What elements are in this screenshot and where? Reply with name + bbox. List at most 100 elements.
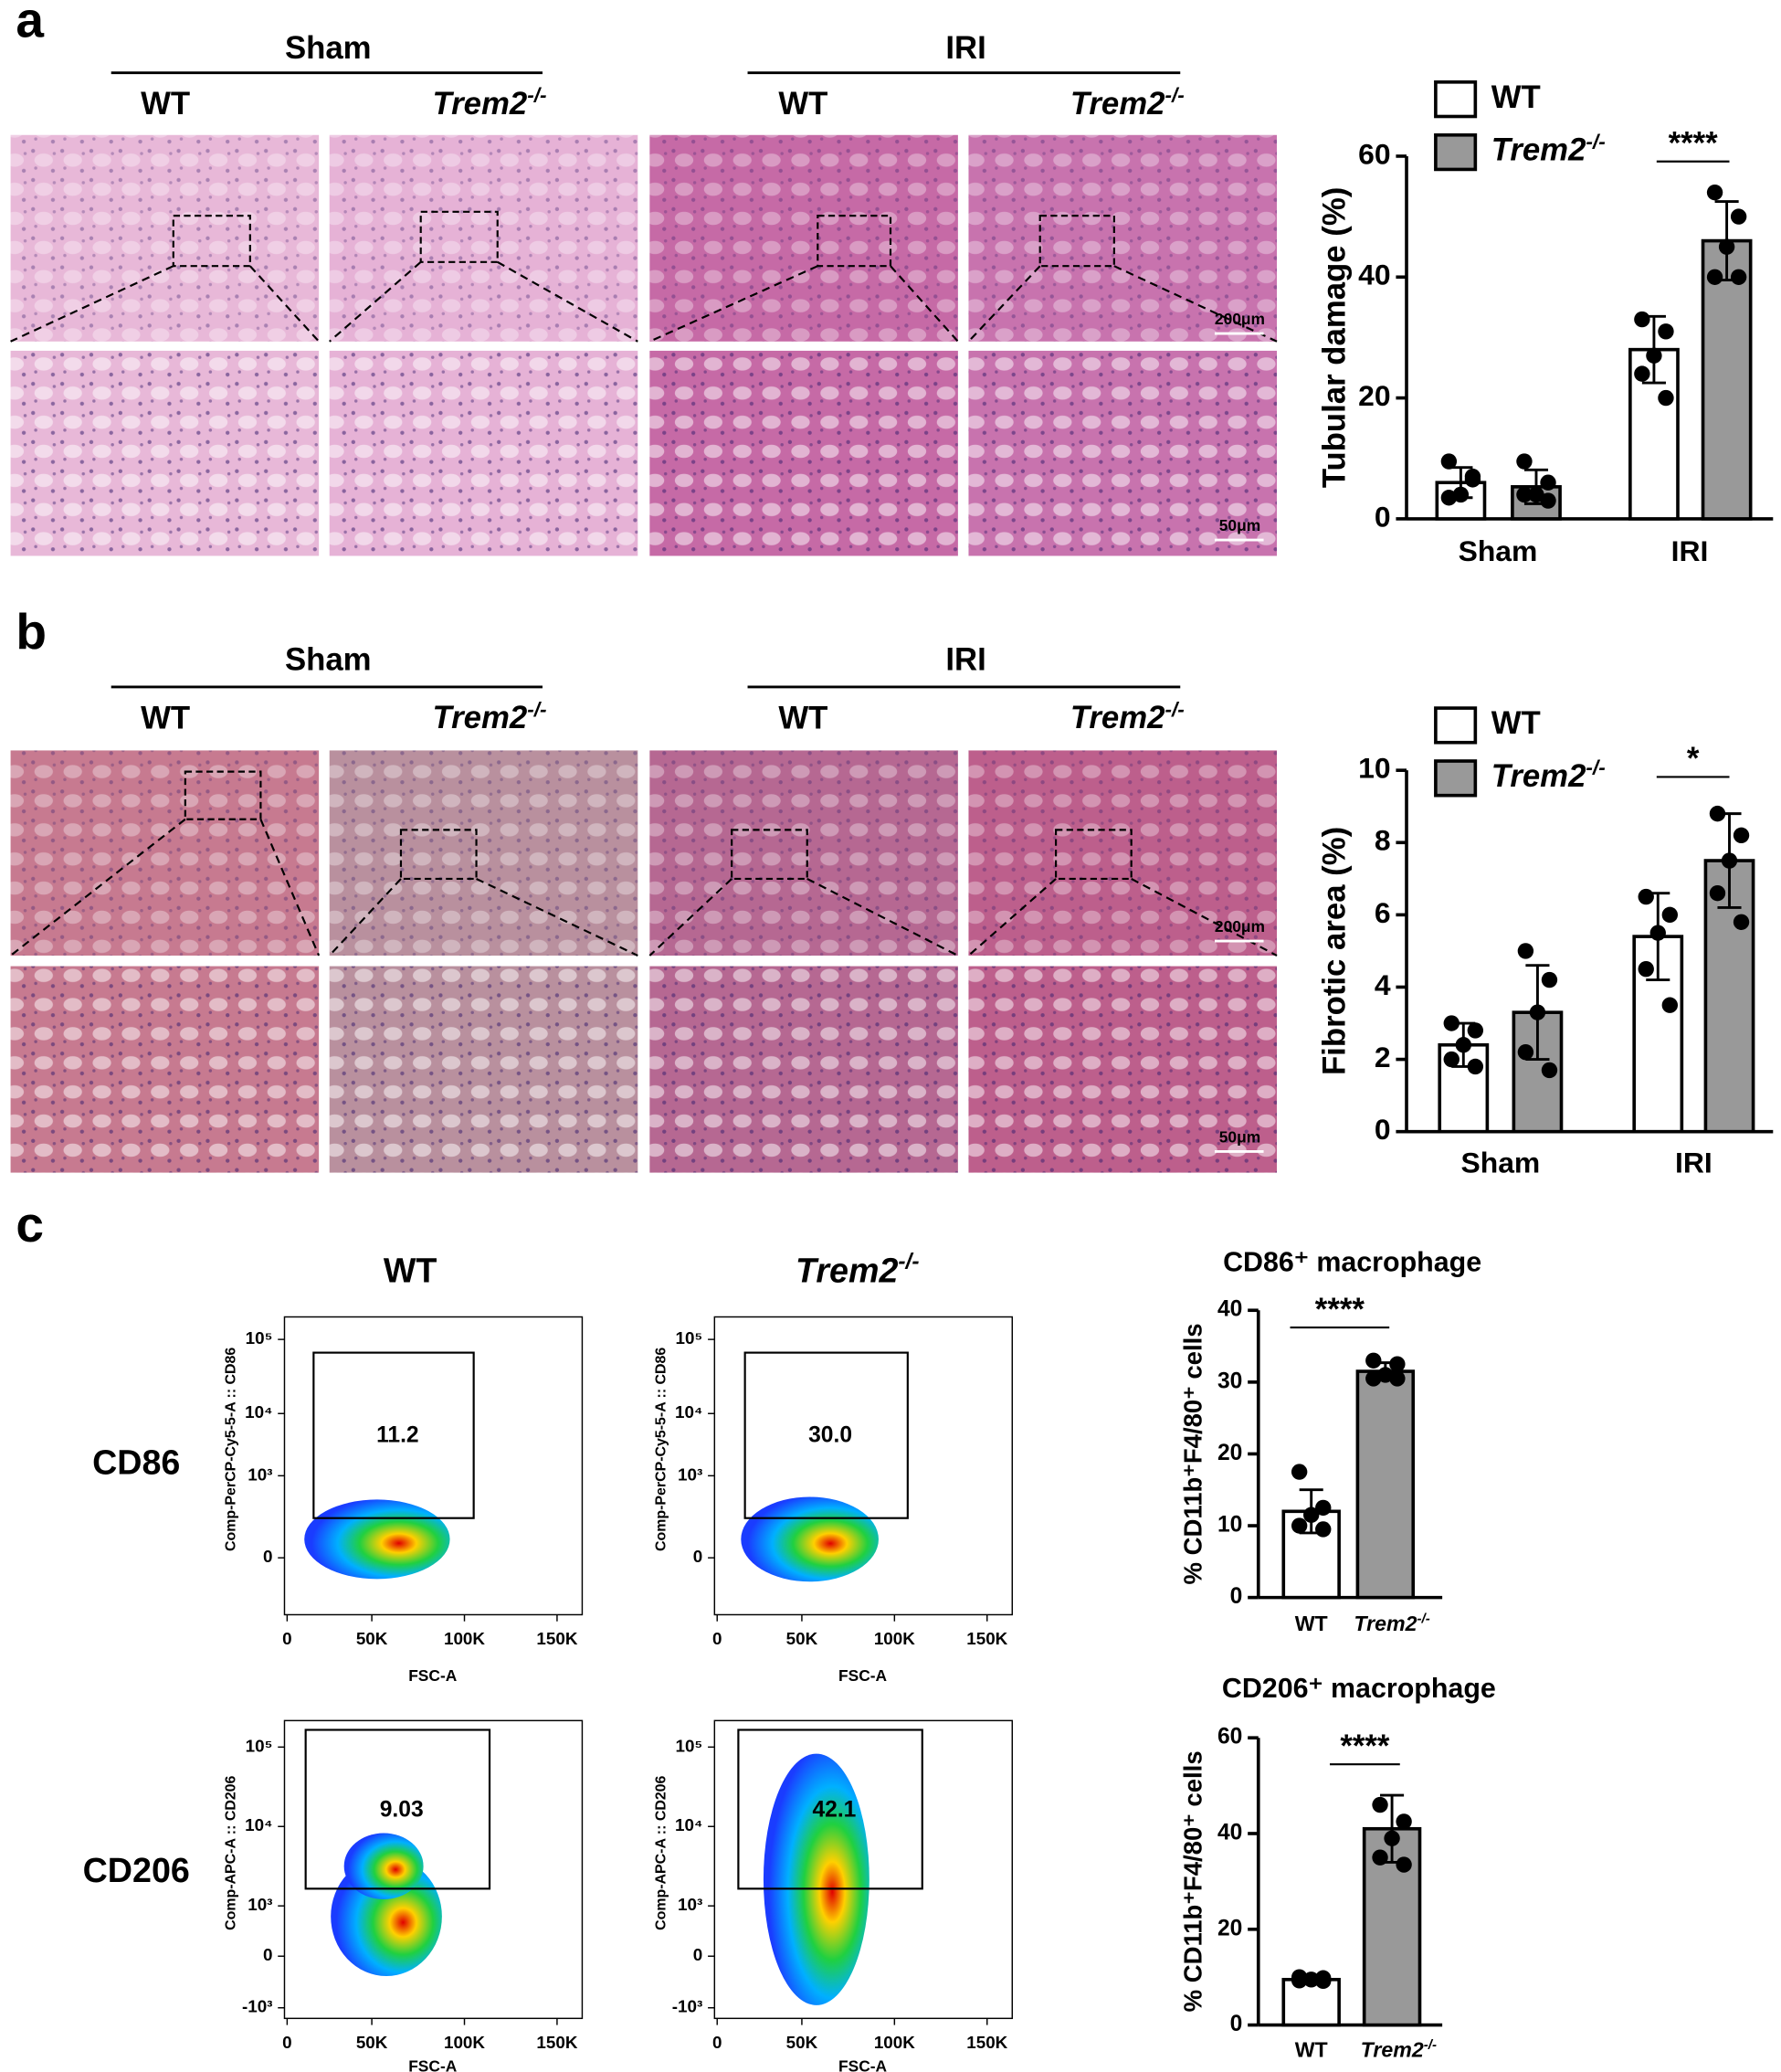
gate	[304, 1728, 491, 1890]
x-tick-label: 150K	[536, 2033, 577, 2052]
genotype-label: Trem2-/-	[1070, 698, 1185, 735]
y-tick-label: 0	[1375, 500, 1391, 533]
zoom-line	[648, 878, 732, 957]
y-tick-label: 10	[1358, 752, 1390, 785]
histology-texture	[10, 750, 320, 956]
data-point	[1303, 1506, 1320, 1523]
data-point	[1389, 1356, 1406, 1372]
genotype-label: WT	[778, 701, 827, 735]
y-tick-label: 40	[1358, 259, 1390, 291]
data-point	[1730, 269, 1747, 285]
data-point	[1516, 453, 1533, 470]
zoom-line	[967, 265, 1041, 343]
y-tick-label: 10⁵	[246, 1736, 273, 1755]
data-point	[1443, 1051, 1460, 1068]
data-point	[1733, 914, 1750, 930]
y-tick-label: 10⁴	[245, 1815, 272, 1834]
y-tick-label: 0	[1375, 1113, 1391, 1146]
chart-title: CD86⁺ macrophage	[1223, 1247, 1481, 1278]
y-tick-label: 10⁴	[675, 1402, 702, 1422]
x-tick-label: 150K	[536, 1629, 577, 1648]
flow-plot-frame	[283, 1719, 584, 2020]
flow-row-label: CD206	[83, 1851, 190, 1889]
x-axis-label: FSC-A	[838, 1666, 888, 1685]
y-tick-label: 20	[1358, 379, 1390, 412]
data-point	[1709, 805, 1726, 822]
density-blob	[343, 1833, 424, 1899]
data-point	[1365, 1352, 1382, 1369]
x-axis-label: FSC-A	[408, 2057, 458, 2072]
y-tick-label: 20	[1217, 1916, 1242, 1940]
zoom-line	[259, 819, 321, 957]
data-point	[1440, 490, 1458, 506]
x-tick-label: 50K	[786, 1629, 818, 1648]
zoom-line	[9, 818, 186, 957]
group-label: Sham	[285, 31, 372, 66]
x-tick-label: IRI	[1671, 534, 1709, 567]
data-point	[1455, 1037, 1471, 1053]
zoom-line	[249, 265, 320, 343]
bar	[1355, 1369, 1416, 1600]
histology-texture	[968, 350, 1278, 556]
data-point	[1291, 1517, 1308, 1534]
legend-label: Trem2-/-	[1491, 130, 1606, 167]
x-tick-label: IRI	[1675, 1146, 1712, 1179]
significance-label: *	[1687, 742, 1700, 777]
data-point	[1372, 1796, 1388, 1813]
scale-bar-label: 50μm	[1219, 1128, 1260, 1147]
legend-label: Trem2-/-	[1491, 756, 1606, 794]
x-tick-label: 50K	[356, 2033, 388, 2052]
data-point	[1706, 184, 1723, 201]
significance-label: ****	[1340, 1729, 1390, 1764]
y-tick-label: 10³	[678, 1895, 702, 1914]
data-point	[1384, 1830, 1400, 1846]
data-point	[1440, 453, 1458, 470]
x-tick-label: Trem2-/-	[1354, 1611, 1429, 1635]
genotype-label: WT	[141, 701, 190, 735]
y-axis-label: % CD11b⁺F4/80⁺ cells	[1178, 1750, 1207, 2012]
histology-texture	[329, 134, 638, 342]
data-point	[1658, 389, 1674, 407]
zoom-box	[731, 829, 808, 881]
histology-texture	[329, 750, 638, 956]
zoom-line	[806, 877, 959, 957]
gate-value: 11.2	[376, 1422, 419, 1447]
y-tick-label: 0	[693, 1945, 702, 1964]
y-tick-label: 0	[263, 1547, 272, 1566]
zoom-box	[817, 215, 892, 268]
y-tick-label: 20	[1217, 1441, 1242, 1465]
x-tick-label: 0	[712, 2033, 722, 2052]
data-point	[1315, 1972, 1332, 1990]
x-tick-label: Sham	[1460, 1146, 1540, 1179]
zoom-line	[476, 877, 638, 957]
zoom-line	[1131, 878, 1278, 957]
genotype-label: WT	[778, 87, 827, 122]
x-tick-label: Sham	[1459, 534, 1538, 567]
y-axis-label: % CD11b⁺F4/80⁺ cells	[1178, 1323, 1207, 1584]
data-point	[1315, 1521, 1332, 1538]
data-point	[1661, 997, 1678, 1013]
y-tick-label: 0	[693, 1547, 702, 1566]
x-tick-label: 100K	[444, 1629, 485, 1648]
panel-label: b	[16, 603, 47, 660]
y-tick-label: 10⁵	[246, 1328, 273, 1348]
y-tick-label: 30	[1217, 1369, 1242, 1393]
data-point	[1467, 1022, 1484, 1039]
significance-label: ****	[1315, 1293, 1365, 1327]
x-tick-label: 150K	[966, 2033, 1007, 2052]
gate-value: 30.0	[808, 1422, 852, 1447]
x-axis-label: FSC-A	[838, 2057, 888, 2072]
zoom-box	[184, 770, 262, 820]
data-point	[1646, 347, 1662, 364]
y-tick-label: 10⁵	[675, 1736, 702, 1755]
gate-value: 9.03	[380, 1797, 424, 1822]
scale-bar-label: 200μm	[1215, 917, 1265, 936]
data-point	[1733, 827, 1750, 844]
flow-plot-frame	[283, 1316, 584, 1616]
gate	[743, 1351, 909, 1519]
zoom-line	[648, 265, 818, 343]
y-axis-label: Tubular damage (%)	[1317, 187, 1352, 489]
data-point	[1721, 852, 1738, 869]
